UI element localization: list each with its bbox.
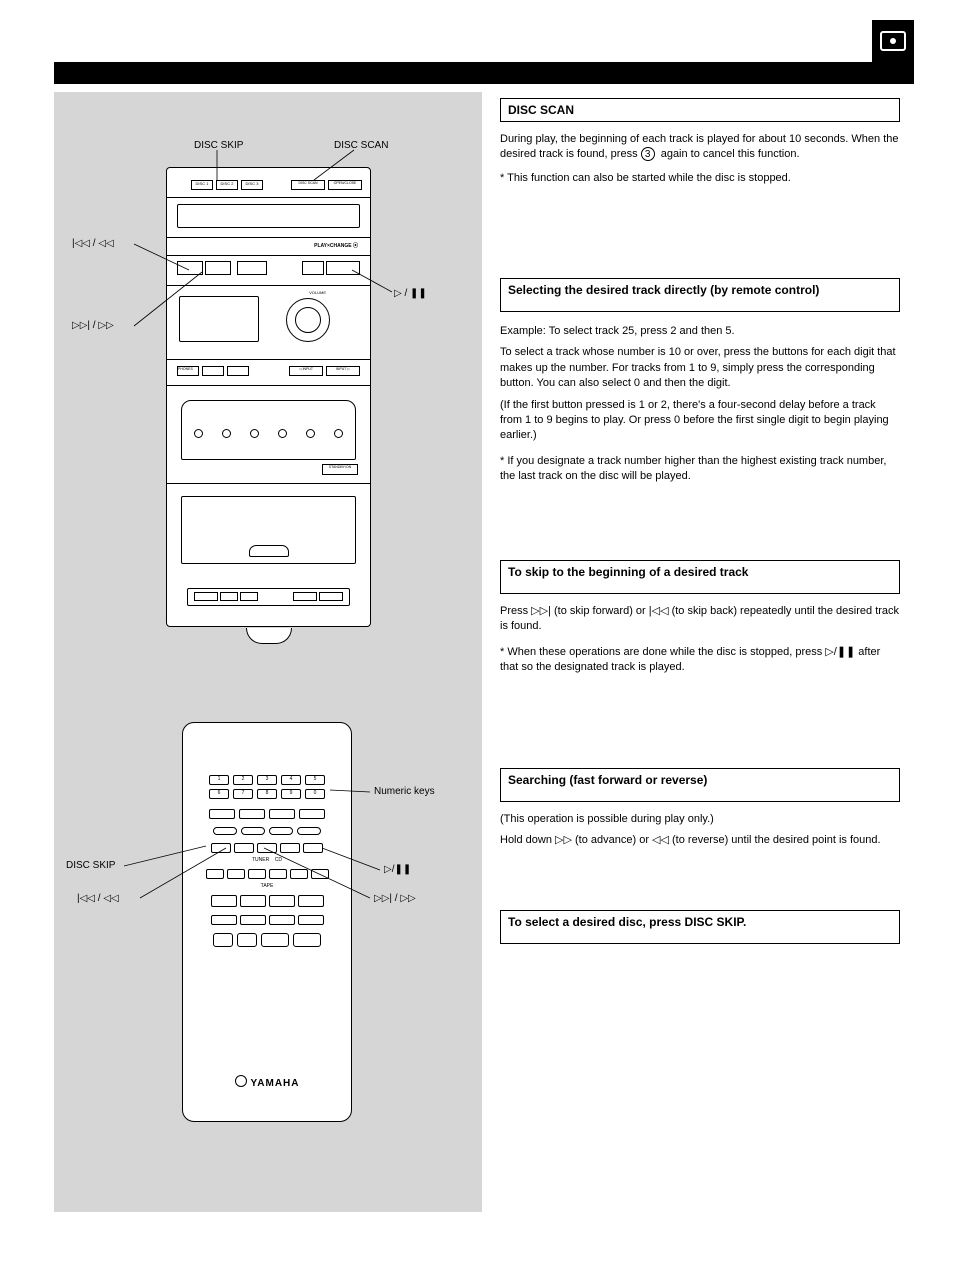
manual-page: DISC 1 DISC 2 DISC 3 DISC SCAN OPEN/CLOS…	[0, 0, 954, 1274]
text-skip-track: Press ▷▷| (to skip forward) or |◁◁ (to s…	[500, 604, 900, 676]
box-disc-scan: DISC SCAN	[500, 98, 900, 122]
step-3-icon: 3	[641, 147, 655, 161]
box-disc-select: To select a desired disc, press DISC SKI…	[500, 910, 900, 944]
cd-icon	[872, 20, 914, 62]
box-skip-track: To skip to the beginning of a desired tr…	[500, 560, 900, 594]
unit-leader-lines	[54, 92, 482, 652]
device-illustration-panel: DISC 1 DISC 2 DISC 3 DISC SCAN OPEN/CLOS…	[54, 92, 482, 1212]
text-disc-scan: During play, the beginning of each track…	[500, 132, 900, 186]
text-search: (This operation is possible during play …	[500, 812, 900, 849]
remote-leader-lines	[54, 722, 482, 1142]
section-header-bar	[54, 62, 914, 84]
box-direct-track: Selecting the desired track directly (by…	[500, 278, 900, 312]
box-search: Searching (fast forward or reverse)	[500, 768, 900, 802]
text-direct-track: Example: To select track 25, press 2 and…	[500, 324, 900, 485]
